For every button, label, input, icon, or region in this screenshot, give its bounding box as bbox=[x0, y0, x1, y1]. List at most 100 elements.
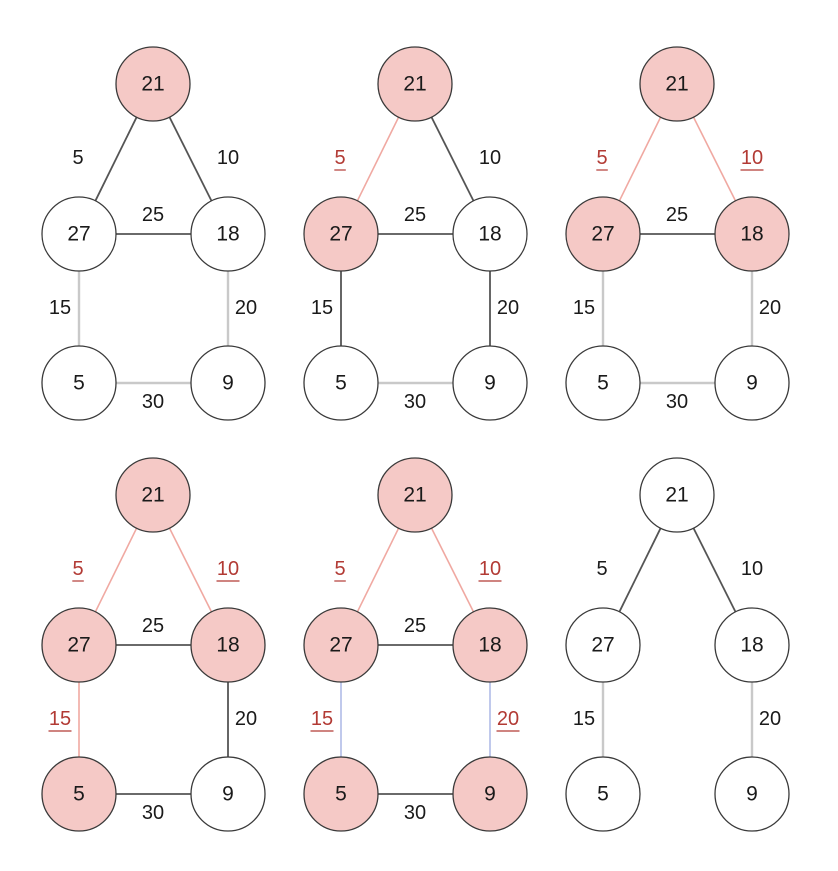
node-label: 21 bbox=[141, 73, 164, 96]
edge-weight-label: 5 bbox=[596, 558, 607, 580]
edge-weight-label: 20 bbox=[759, 708, 781, 730]
node-circle bbox=[190, 196, 266, 272]
node-mid-left: 27 bbox=[41, 607, 117, 683]
node-label: 27 bbox=[67, 223, 90, 246]
edge-weight-label: 25 bbox=[404, 615, 426, 637]
edge-top-mid-right bbox=[430, 116, 475, 202]
node-label: 9 bbox=[746, 783, 758, 806]
node-label: 18 bbox=[740, 223, 763, 246]
node-label: 5 bbox=[73, 783, 85, 806]
edge-weight-label: 15 bbox=[573, 297, 595, 319]
edge-top-mid-left bbox=[356, 527, 400, 613]
edge-weight-label: 10 bbox=[479, 147, 501, 169]
edge-top-mid-right bbox=[692, 116, 737, 202]
node-circle bbox=[565, 345, 641, 421]
edge-top-mid-left bbox=[94, 527, 138, 613]
node-top: 21 bbox=[377, 46, 453, 122]
node-bottom-left: 5 bbox=[303, 756, 379, 832]
node-label: 9 bbox=[222, 372, 234, 395]
edge-top-mid-left bbox=[356, 116, 400, 202]
edge-weight-label: 25 bbox=[142, 204, 164, 226]
node-mid-right: 18 bbox=[714, 607, 790, 683]
node-label: 21 bbox=[403, 73, 426, 96]
edge-weight-label: 10 bbox=[217, 558, 239, 580]
node-circle bbox=[41, 607, 117, 683]
node-circle bbox=[115, 46, 191, 122]
node-circle bbox=[41, 196, 117, 272]
node-label: 21 bbox=[665, 484, 688, 507]
node-label: 18 bbox=[216, 634, 239, 657]
node-mid-right: 18 bbox=[452, 607, 528, 683]
edge-weight-label: 15 bbox=[311, 297, 333, 319]
node-bottom-right: 9 bbox=[714, 756, 790, 832]
node-label: 27 bbox=[329, 223, 352, 246]
edge-weight-label: 15 bbox=[311, 708, 333, 730]
node-circle bbox=[714, 607, 790, 683]
node-bottom-right: 9 bbox=[190, 345, 266, 421]
node-circle bbox=[565, 756, 641, 832]
node-top: 21 bbox=[115, 46, 191, 122]
edge-weight-label: 20 bbox=[235, 297, 257, 319]
edge-weight-label: 5 bbox=[334, 558, 345, 580]
node-circle bbox=[303, 345, 379, 421]
edge-weight-label: 10 bbox=[217, 147, 239, 169]
node-circle bbox=[190, 607, 266, 683]
panel-3: 5 10 25 15 20 30 21 27 18 5 9 bbox=[565, 46, 790, 421]
node-label: 18 bbox=[478, 634, 501, 657]
edge-weight-label: 10 bbox=[479, 558, 501, 580]
node-label: 27 bbox=[329, 634, 352, 657]
node-bottom-right: 9 bbox=[452, 345, 528, 421]
node-label: 9 bbox=[484, 783, 496, 806]
panel-2: 5 10 25 15 20 30 21 27 18 5 9 bbox=[303, 46, 528, 421]
node-label: 5 bbox=[335, 372, 347, 395]
node-bottom-right: 9 bbox=[714, 345, 790, 421]
edge-weight-label: 25 bbox=[666, 204, 688, 226]
edge-weight-label: 25 bbox=[142, 615, 164, 637]
edge-weight-label: 15 bbox=[573, 708, 595, 730]
edge-weight-label: 30 bbox=[142, 802, 164, 824]
edge-weight-label: 5 bbox=[72, 558, 83, 580]
node-circle bbox=[452, 345, 528, 421]
node-mid-left: 27 bbox=[565, 607, 641, 683]
edge-weight-label: 20 bbox=[235, 708, 257, 730]
edge-weight-label: 20 bbox=[497, 708, 519, 730]
node-top: 21 bbox=[377, 457, 453, 533]
node-circle bbox=[303, 607, 379, 683]
node-mid-right: 18 bbox=[452, 196, 528, 272]
edge-weight-label: 15 bbox=[49, 297, 71, 319]
node-label: 5 bbox=[597, 783, 609, 806]
node-label: 18 bbox=[478, 223, 501, 246]
edge-top-mid-left bbox=[94, 116, 138, 202]
edge-top-mid-left bbox=[618, 527, 662, 613]
node-circle bbox=[190, 756, 266, 832]
node-mid-left: 27 bbox=[41, 196, 117, 272]
node-label: 9 bbox=[484, 372, 496, 395]
node-top: 21 bbox=[639, 46, 715, 122]
node-label: 5 bbox=[73, 372, 85, 395]
node-circle bbox=[714, 196, 790, 272]
edge-weight-label: 20 bbox=[759, 297, 781, 319]
panel-6: 5 10 15 20 21 27 18 5 9 bbox=[565, 457, 790, 832]
node-label: 5 bbox=[597, 372, 609, 395]
node-circle bbox=[303, 756, 379, 832]
node-circle bbox=[452, 607, 528, 683]
node-label: 18 bbox=[216, 223, 239, 246]
node-circle bbox=[41, 345, 117, 421]
node-bottom-left: 5 bbox=[303, 345, 379, 421]
node-mid-left: 27 bbox=[303, 196, 379, 272]
panel-4: 5 10 25 15 20 30 21 27 18 5 9 bbox=[41, 457, 266, 832]
node-label: 21 bbox=[141, 484, 164, 507]
node-label: 21 bbox=[665, 73, 688, 96]
edge-weight-label: 30 bbox=[404, 391, 426, 413]
node-mid-left: 27 bbox=[303, 607, 379, 683]
node-bottom-left: 5 bbox=[41, 756, 117, 832]
edge-weight-label: 20 bbox=[497, 297, 519, 319]
node-label: 27 bbox=[591, 634, 614, 657]
node-circle bbox=[714, 756, 790, 832]
panel-5: 5 10 25 15 20 30 21 27 18 5 9 bbox=[303, 457, 528, 832]
node-circle bbox=[639, 457, 715, 533]
node-bottom-left: 5 bbox=[565, 345, 641, 421]
node-label: 27 bbox=[67, 634, 90, 657]
node-circle bbox=[377, 457, 453, 533]
